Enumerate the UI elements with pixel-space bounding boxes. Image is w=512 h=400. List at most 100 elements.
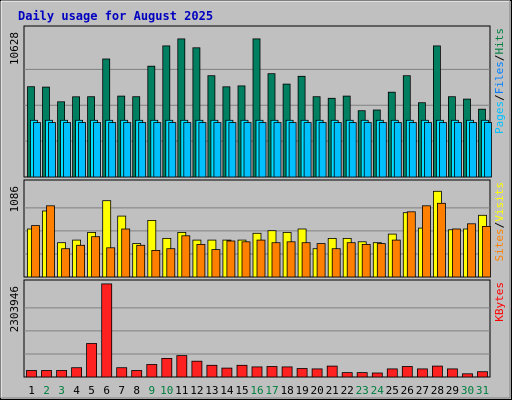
bar-sites-day-4 — [76, 244, 85, 278]
bar-kbytes-day-22 — [341, 372, 353, 378]
panel-middle: 1086 Sites/Visits — [8, 179, 506, 278]
bar-pages-day-25 — [393, 122, 402, 178]
day-label-27: 27 — [416, 384, 429, 397]
bar-kbytes-day-21 — [326, 365, 338, 378]
bar-kbytes-day-8 — [131, 370, 143, 378]
day-label-20: 20 — [310, 384, 323, 397]
day-label-11: 11 — [175, 384, 188, 397]
bar-sites-day-16 — [256, 239, 266, 278]
panel-bottom: 2303946 KBytes — [8, 279, 506, 378]
bar-sites-day-25 — [391, 239, 401, 278]
bar-sites-day-22 — [346, 242, 356, 278]
day-label-28: 28 — [431, 384, 444, 397]
bar-pages-day-15 — [243, 122, 252, 178]
day-label-25: 25 — [386, 384, 399, 397]
bar-kbytes-day-5 — [86, 343, 97, 378]
legend-separator: / — [493, 55, 506, 62]
day-label-15: 15 — [235, 384, 248, 397]
bar-kbytes-day-26 — [401, 366, 413, 378]
bar-sites-day-29 — [451, 228, 461, 278]
legend-sites: Sites — [493, 228, 506, 261]
bar-pages-day-28 — [438, 122, 447, 178]
bar-pages-day-8 — [138, 122, 147, 178]
day-label-12: 12 — [190, 384, 203, 397]
day-label-10: 10 — [160, 384, 173, 397]
legend-hits: Hits — [493, 28, 506, 55]
panel-top-legend: Pages/Files/Hits — [493, 28, 506, 134]
bar-pages-day-17 — [273, 122, 282, 178]
legend-separator: / — [493, 94, 506, 101]
bar-sites-day-15 — [241, 241, 251, 278]
day-label-16: 16 — [250, 384, 263, 397]
bar-sites-day-27 — [421, 205, 431, 278]
bar-sites-day-11 — [181, 235, 191, 278]
bar-pages-day-22 — [348, 122, 357, 178]
bar-kbytes-day-4 — [71, 367, 82, 378]
bar-kbytes-day-28 — [431, 365, 443, 378]
bar-sites-day-17 — [271, 242, 281, 278]
bar-sites-day-8 — [136, 244, 146, 278]
day-label-23: 23 — [356, 384, 369, 397]
bar-sites-day-23 — [361, 243, 371, 278]
legend-visits: Visits — [493, 182, 506, 222]
bar-sites-day-13 — [211, 249, 221, 278]
bar-kbytes-day-19 — [296, 368, 308, 378]
bar-pages-day-26 — [408, 122, 417, 178]
bar-sites-day-28 — [436, 202, 446, 278]
day-label-13: 13 — [205, 384, 218, 397]
day-label-14: 14 — [220, 384, 234, 397]
day-label-17: 17 — [265, 384, 278, 397]
bar-kbytes-day-17 — [266, 366, 278, 378]
bar-sites-day-9 — [151, 249, 161, 278]
bar-pages-day-29 — [453, 122, 462, 178]
bar-kbytes-day-24 — [371, 372, 383, 378]
day-label-8: 8 — [133, 384, 140, 397]
bar-kbytes-day-3 — [56, 370, 67, 378]
bar-kbytes-day-31 — [477, 371, 488, 378]
day-label-7: 7 — [118, 384, 125, 397]
bar-pages-day-10 — [168, 122, 177, 178]
bar-pages-day-13 — [213, 122, 222, 178]
bar-sites-day-7 — [121, 228, 131, 278]
bar-kbytes-day-7 — [116, 367, 128, 378]
bar-kbytes-day-30 — [462, 373, 473, 378]
bar-pages-day-20 — [318, 122, 327, 178]
bar-kbytes-day-20 — [311, 368, 323, 378]
bar-sites-day-14 — [226, 240, 236, 278]
bar-kbytes-day-14 — [221, 367, 233, 378]
bar-kbytes-day-16 — [251, 366, 263, 378]
bar-pages-day-12 — [198, 122, 207, 178]
bar-pages-day-4 — [78, 122, 86, 178]
bar-kbytes-day-12 — [191, 360, 203, 378]
bar-sites-day-31 — [482, 225, 491, 278]
panel-middle-legend: Sites/Visits — [493, 182, 506, 262]
legend-kbytes: KBytes — [493, 282, 506, 322]
day-label-2: 2 — [43, 384, 50, 397]
bar-kbytes-day-25 — [386, 368, 398, 378]
day-label-3: 3 — [58, 384, 65, 397]
bar-pages-day-11 — [183, 122, 192, 178]
bar-kbytes-day-11 — [176, 355, 188, 378]
bar-sites-day-19 — [301, 242, 311, 278]
bar-pages-day-24 — [378, 122, 387, 178]
bar-sites-day-2 — [46, 205, 55, 278]
bar-pages-day-3 — [63, 122, 71, 178]
panel-top-max-label: 10628 — [8, 32, 21, 65]
bar-kbytes-day-1 — [26, 370, 37, 378]
bar-pages-day-31 — [484, 122, 492, 178]
day-label-24: 24 — [371, 384, 385, 397]
bar-pages-day-19 — [303, 122, 312, 178]
day-label-18: 18 — [280, 384, 293, 397]
bar-kbytes-day-9 — [146, 364, 158, 378]
day-label-29: 29 — [446, 384, 459, 397]
panel-bottom-legend: KBytes — [493, 282, 506, 322]
bar-kbytes-day-2 — [41, 370, 52, 378]
bar-sites-day-30 — [467, 223, 476, 278]
legend-files: Files — [493, 61, 506, 94]
panel-middle-max-label: 1086 — [8, 186, 21, 213]
bar-sites-day-20 — [316, 243, 326, 278]
legend-separator: / — [493, 222, 506, 229]
day-labels: 1 2 3 4 5 6 7 8 9 10 11 12 13 14 15 16 17 18 19 20 21 22 23 24 2… — [28, 384, 489, 397]
bar-pages-day-23 — [363, 122, 372, 178]
